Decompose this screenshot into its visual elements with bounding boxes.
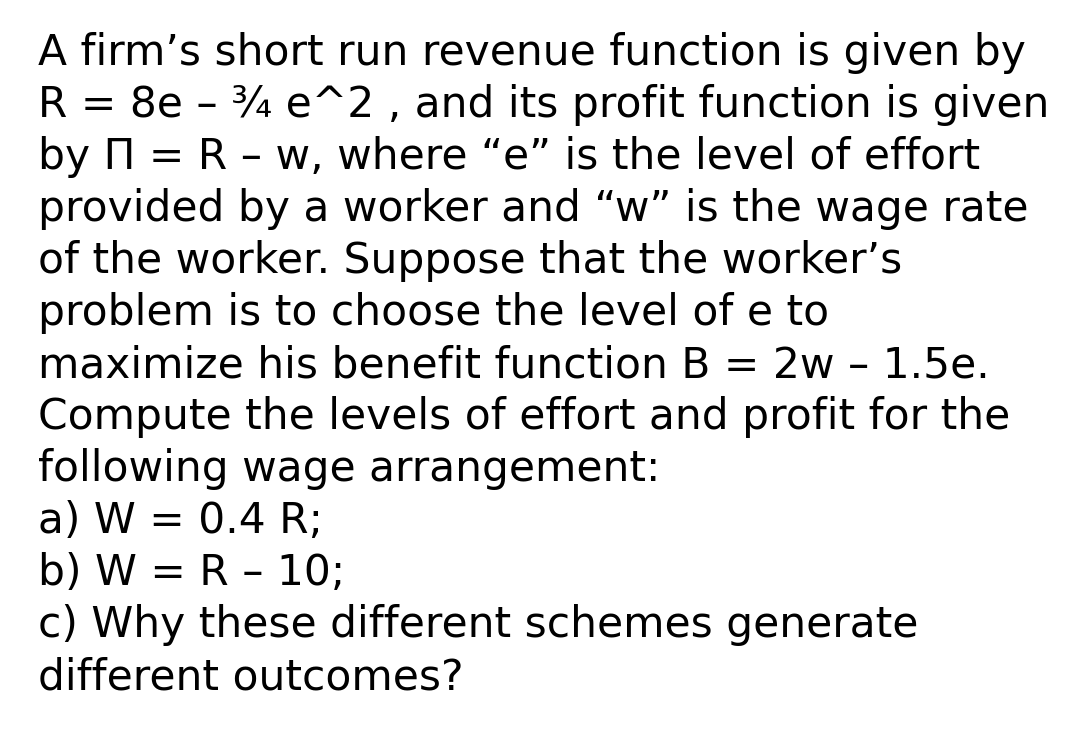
Text: a) W = 0.4 R;: a) W = 0.4 R; xyxy=(38,500,323,542)
Text: A firm’s short run revenue function is given by: A firm’s short run revenue function is g… xyxy=(38,32,1026,74)
Text: different outcomes?: different outcomes? xyxy=(38,656,463,698)
Text: of the worker. Suppose that the worker’s: of the worker. Suppose that the worker’s xyxy=(38,240,902,282)
Text: provided by a worker and “w” is the wage rate: provided by a worker and “w” is the wage… xyxy=(38,188,1028,230)
Text: Compute the levels of effort and profit for the: Compute the levels of effort and profit … xyxy=(38,396,1010,438)
Text: b) W = R – 10;: b) W = R – 10; xyxy=(38,552,346,594)
Text: problem is to choose the level of e to: problem is to choose the level of e to xyxy=(38,292,829,334)
Text: maximize his benefit function B = 2w – 1.5e.: maximize his benefit function B = 2w – 1… xyxy=(38,344,989,386)
Text: by Π = R – w, where “e” is the level of effort: by Π = R – w, where “e” is the level of … xyxy=(38,136,981,178)
Text: following wage arrangement:: following wage arrangement: xyxy=(38,448,660,490)
Text: R = 8e – ¾ e^2 , and its profit function is given: R = 8e – ¾ e^2 , and its profit function… xyxy=(38,84,1050,126)
Text: c) Why these different schemes generate: c) Why these different schemes generate xyxy=(38,604,918,646)
